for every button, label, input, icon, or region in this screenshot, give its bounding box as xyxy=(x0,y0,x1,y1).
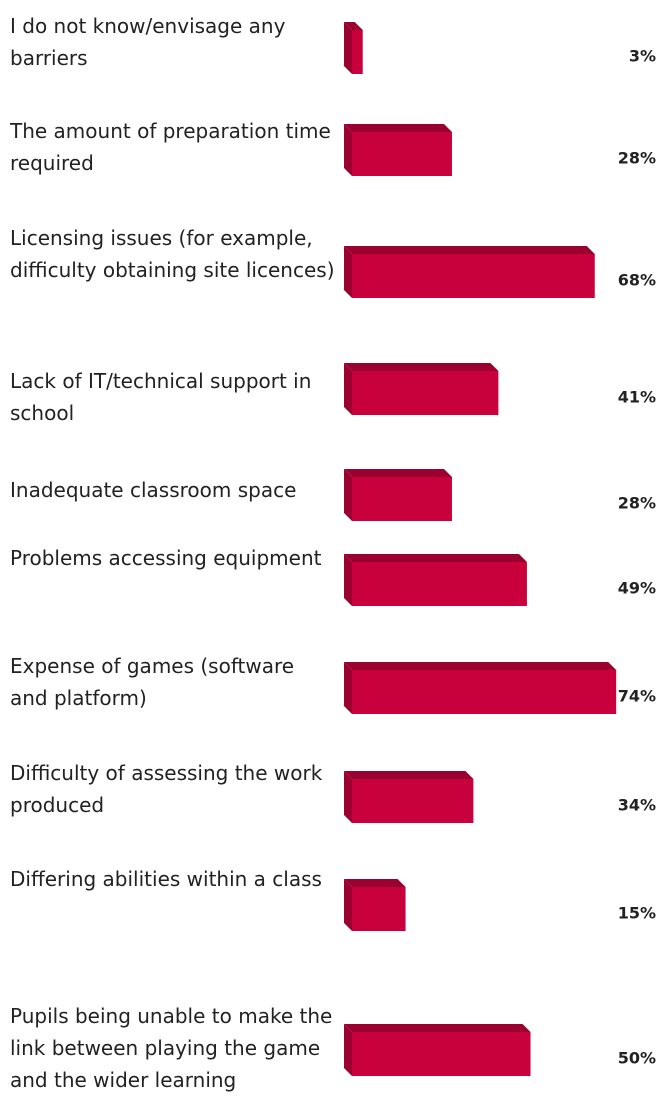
category-label: Differing abilities within a class xyxy=(10,867,322,891)
value-label: 3% xyxy=(628,46,656,66)
bar-side xyxy=(344,879,352,931)
category-label: Inadequate classroom space xyxy=(10,478,297,502)
bar xyxy=(352,562,527,606)
bar xyxy=(352,670,617,714)
category-label: Lack of IT/technical support in school xyxy=(10,369,312,425)
bar-top xyxy=(344,662,617,670)
bar xyxy=(352,371,499,415)
bar xyxy=(352,477,452,521)
category-label: Licensing issues (for example, difficult… xyxy=(10,226,335,282)
value-label: 34% xyxy=(617,795,656,815)
bar-top xyxy=(344,246,595,254)
category-label: The amount of preparation time required xyxy=(10,119,331,175)
value-label: 28% xyxy=(617,148,656,168)
value-label: 28% xyxy=(617,493,656,513)
bar-side xyxy=(344,662,352,714)
bar-side xyxy=(344,22,352,74)
category-label: Expense of games (software and platform) xyxy=(10,654,295,710)
bar-side xyxy=(344,554,352,606)
value-label: 49% xyxy=(617,578,656,598)
category-label: Difficulty of assessing the work produce… xyxy=(10,761,323,817)
bar xyxy=(352,1032,531,1076)
value-label: 41% xyxy=(617,387,656,407)
bar-top xyxy=(344,771,474,779)
bar-top xyxy=(344,554,527,562)
bar xyxy=(352,779,474,823)
bar-side xyxy=(344,363,352,415)
bar xyxy=(352,132,452,176)
bar xyxy=(352,254,595,298)
bar-side xyxy=(344,1024,352,1076)
category-label: Problems accessing equipment xyxy=(10,546,322,570)
bar-top xyxy=(344,22,363,30)
bar-top xyxy=(344,363,499,371)
category-label: I do not know/envisage any barriers xyxy=(10,14,286,70)
value-label: 68% xyxy=(617,270,656,290)
bar-side xyxy=(344,469,352,521)
bar-top xyxy=(344,469,452,477)
bar xyxy=(352,887,406,931)
value-label: 15% xyxy=(617,903,656,923)
bar-top xyxy=(344,124,452,132)
bar xyxy=(352,30,363,74)
value-label: 50% xyxy=(617,1048,656,1068)
value-label: 74% xyxy=(617,686,656,706)
bar-side xyxy=(344,124,352,176)
category-label: Pupils being unable to make the link bet… xyxy=(10,1004,333,1102)
bar-top xyxy=(344,1024,531,1032)
bar-top xyxy=(344,879,406,887)
bar-side xyxy=(344,771,352,823)
bar-side xyxy=(344,246,352,298)
